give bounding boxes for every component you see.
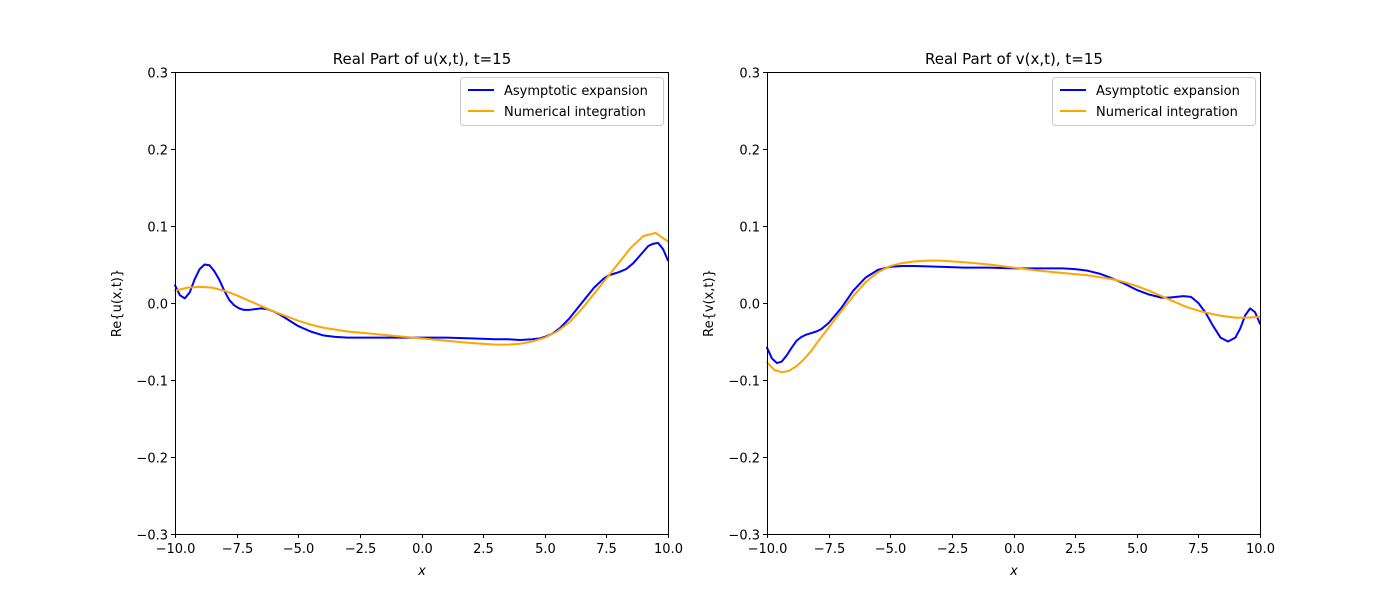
x-tick-label: −2.5 (345, 542, 377, 557)
y-axis-label-v: Re{v(x,t)} (702, 269, 717, 337)
y-tick-label: −0.2 (728, 452, 760, 467)
tick-group-v: −10.0 −7.5 −5.0 −2.5 0.0 2.5 5.0 7.5 10.0 −0.3 −0.… (728, 67, 1275, 558)
y-axis-label-u: Re{u(x,t)} (110, 269, 125, 337)
y-tick-label: 0.2 (147, 144, 168, 159)
legend-frame (1052, 77, 1256, 126)
x-tick-label: 0.0 (412, 542, 433, 557)
legend-frame (460, 77, 664, 126)
y-tick-label: 0.3 (739, 67, 760, 82)
x-tick-label: 5.0 (1127, 542, 1148, 557)
legend-v: Asymptotic expansion Numerical integratio… (1052, 77, 1256, 126)
x-tick-label: 10.0 (1246, 542, 1275, 557)
x-tick-label: 2.5 (1065, 542, 1086, 557)
series-line-asymptotic (766, 265, 1261, 365)
x-tick-label: 2.5 (473, 542, 494, 557)
series-line-numerical (174, 231, 669, 346)
plot-frame-u (175, 72, 669, 535)
x-tick-label: −7.5 (222, 542, 254, 557)
plot-frame-v (767, 72, 1261, 535)
y-tick-label: 0.0 (739, 298, 760, 313)
y-tick-label: −0.1 (728, 375, 760, 390)
subplot-v: Real Part of v(x,t), t=15 x Re{v(x,t)} −… (702, 50, 1275, 579)
x-tick-label: −10.0 (156, 542, 196, 557)
curve-group-v (766, 259, 1261, 374)
x-tick-label: 0.0 (1004, 542, 1025, 557)
x-tick-label: 7.5 (1188, 542, 1209, 557)
x-tick-label: −7.5 (814, 542, 846, 557)
x-axis-label-v: x (1009, 564, 1018, 579)
legend-u: Asymptotic expansion Numerical integratio… (460, 77, 664, 126)
x-tick-label: −2.5 (937, 542, 969, 557)
tick-group-u: −10.0 −7.5 −5.0 −2.5 0.0 2.5 5.0 7.5 10.0 −0.3 −0.… (136, 67, 683, 558)
legend-label: Asymptotic expansion (1096, 84, 1240, 99)
x-tick-label: 7.5 (596, 542, 617, 557)
series-line-numerical (766, 259, 1261, 374)
x-tick-label: −5.0 (875, 542, 907, 557)
plot-title-v: Real Part of v(x,t), t=15 (925, 50, 1103, 68)
y-tick-label: −0.1 (136, 375, 168, 390)
y-tick-label: −0.3 (136, 529, 168, 544)
legend-label: Numerical integration (504, 105, 646, 120)
x-tick-label: 5.0 (535, 542, 556, 557)
x-axis-label-u: x (417, 564, 426, 579)
legend-label: Asymptotic expansion (504, 84, 648, 99)
x-tick-label: −10.0 (748, 542, 788, 557)
series-line-asymptotic (174, 241, 669, 341)
legend-label: Numerical integration (1096, 105, 1238, 120)
plot-title-u: Real Part of u(x,t), t=15 (333, 50, 512, 68)
y-tick-label: 0.0 (147, 298, 168, 313)
subplot-u: Real Part of u(x,t), t=15 x Re{u(x,t)} −… (110, 50, 683, 579)
y-tick-label: 0.1 (739, 221, 760, 236)
y-tick-label: −0.3 (728, 529, 760, 544)
y-tick-label: 0.3 (147, 67, 168, 82)
y-tick-label: −0.2 (136, 452, 168, 467)
x-tick-label: −5.0 (283, 542, 315, 557)
y-tick-label: 0.2 (739, 144, 760, 159)
curve-group-u (174, 231, 669, 346)
y-tick-label: 0.1 (147, 221, 168, 236)
x-tick-label: 10.0 (654, 542, 683, 557)
